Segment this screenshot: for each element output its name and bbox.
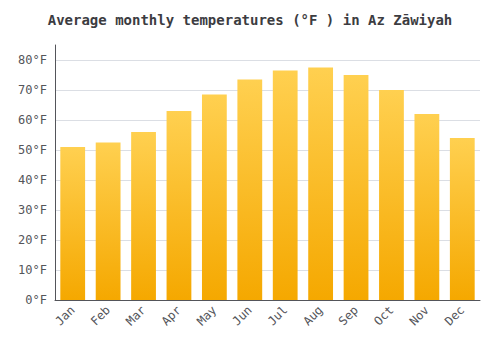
svg-text:20°F: 20°F bbox=[18, 233, 47, 247]
svg-text:Jan: Jan bbox=[52, 303, 77, 328]
svg-text:Feb: Feb bbox=[88, 303, 113, 328]
svg-text:70°F: 70°F bbox=[18, 83, 47, 97]
svg-text:0°F: 0°F bbox=[25, 293, 47, 307]
svg-text:Mar: Mar bbox=[123, 303, 148, 328]
svg-text:Aug: Aug bbox=[300, 303, 325, 328]
svg-text:50°F: 50°F bbox=[18, 143, 47, 157]
svg-text:Apr: Apr bbox=[159, 303, 184, 328]
svg-text:60°F: 60°F bbox=[18, 113, 47, 127]
svg-text:Dec: Dec bbox=[442, 303, 467, 328]
svg-text:May: May bbox=[194, 303, 219, 328]
svg-text:Nov: Nov bbox=[407, 303, 432, 328]
svg-text:Jun: Jun bbox=[230, 303, 255, 328]
svg-text:Sep: Sep bbox=[336, 303, 361, 328]
svg-text:10°F: 10°F bbox=[18, 263, 47, 277]
svg-text:80°F: 80°F bbox=[18, 53, 47, 67]
svg-text:30°F: 30°F bbox=[18, 203, 47, 217]
svg-text:Jul: Jul bbox=[265, 303, 290, 328]
svg-text:40°F: 40°F bbox=[18, 173, 47, 187]
svg-text:Average monthly temperatures (: Average monthly temperatures (°F ) in Az… bbox=[48, 12, 453, 28]
svg-text:Oct: Oct bbox=[371, 303, 396, 328]
